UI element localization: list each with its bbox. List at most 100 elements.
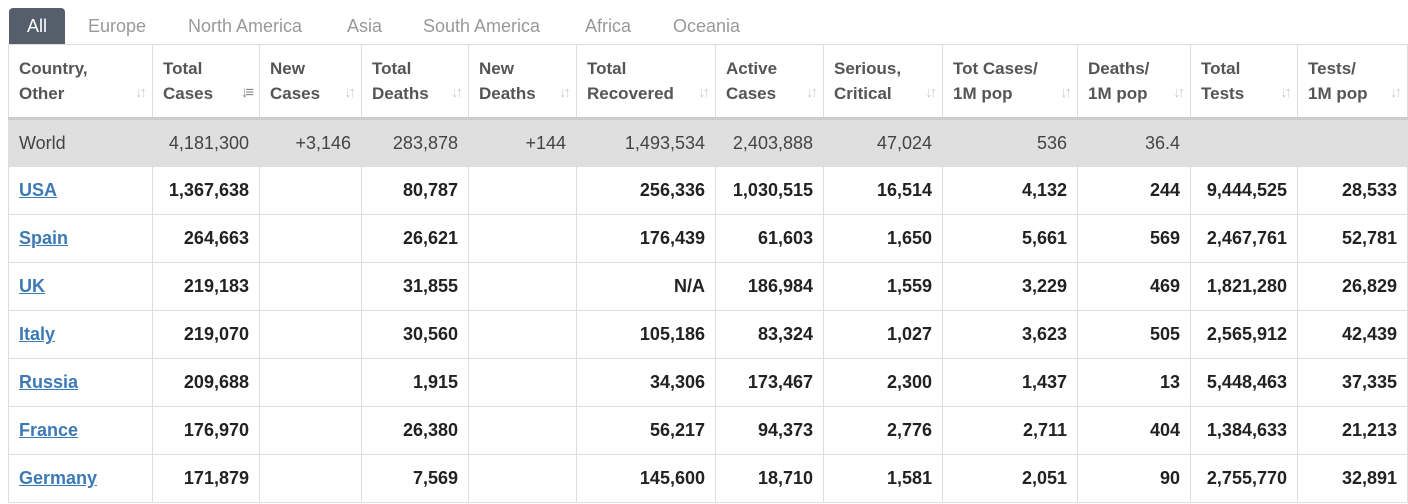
cell-total-tests: 5,448,463 — [1190, 358, 1298, 407]
sort-arrows-icon[interactable]: ↓↑ — [698, 84, 710, 101]
cell-serious-critical: 16,514 — [823, 166, 943, 215]
cell-country: France — [8, 406, 153, 455]
tab-south-america[interactable]: South America — [423, 16, 541, 36]
column-header-total-recovered[interactable]: Total Recovered ↓↑ — [576, 44, 716, 120]
tab-asia[interactable]: Asia — [347, 16, 383, 36]
cell-tests-per-1m — [1297, 118, 1408, 167]
cell-country: Russia — [8, 358, 153, 407]
column-header-new-cases[interactable]: New Cases ↓↑ — [259, 44, 362, 120]
tab-africa[interactable]: Africa — [585, 16, 632, 36]
column-header-total-tests[interactable]: Total Tests ↓↑ — [1190, 44, 1298, 120]
column-header-total-deaths[interactable]: Total Deaths ↓↑ — [361, 44, 469, 120]
column-header-label: Country, Other — [19, 56, 142, 106]
tab-europe[interactable]: Europe — [88, 16, 147, 36]
cell-total-deaths: 31,855 — [361, 262, 469, 311]
tab-oceania[interactable]: Oceania — [673, 16, 741, 36]
column-header-tot-cases-per-1m[interactable]: Tot Cases/1M pop ↓↑ — [942, 44, 1078, 120]
cell-total-deaths: 30,560 — [361, 310, 469, 359]
cell-new-deaths — [468, 358, 577, 407]
table-row: Russia 209,688 1,915 34,306 173,467 2,300 1,43… — [8, 358, 1408, 407]
column-header-serious-critical[interactable]: Serious, Critical ↓↑ — [823, 44, 943, 120]
cell-total-recovered: N/A — [576, 262, 716, 311]
sort-arrows-icon[interactable]: ↓↑ — [925, 84, 937, 101]
country-link[interactable]: USA — [19, 180, 58, 200]
column-header-tests-per-1m[interactable]: Tests/1M pop ↓↑ — [1297, 44, 1408, 120]
sort-arrows-icon[interactable]: ↓↑ — [1390, 84, 1402, 101]
column-header-label: Total Deaths — [372, 56, 458, 106]
cell-new-deaths — [468, 214, 577, 263]
cell-total-tests: 2,467,761 — [1190, 214, 1298, 263]
column-header-label: Active Cases — [726, 56, 813, 106]
country-link[interactable]: Germany — [19, 468, 98, 488]
cell-tot-cases-per-1m: 4,132 — [942, 166, 1078, 215]
sort-arrows-icon[interactable]: ↓≡ — [240, 84, 254, 101]
tab-all[interactable]: All — [9, 8, 65, 44]
header-line-1: Active — [726, 59, 778, 78]
column-header-new-deaths[interactable]: New Deaths ↓↑ — [468, 44, 577, 120]
column-header-total-cases[interactable]: Total Cases ↓≡ — [152, 44, 260, 120]
sort-arrows-icon[interactable]: ↓↑ — [135, 84, 147, 101]
column-header-label: Tests/1M pop — [1308, 56, 1397, 106]
cell-tot-cases-per-1m: 3,623 — [942, 310, 1078, 359]
cell-new-deaths: +144 — [468, 118, 577, 167]
cell-new-cases — [259, 310, 362, 359]
cell-serious-critical: 1,581 — [823, 454, 943, 503]
sort-arrows-icon[interactable]: ↓↑ — [806, 84, 818, 101]
sort-arrows-icon[interactable]: ↓↑ — [559, 84, 571, 101]
cell-total-recovered: 1,493,534 — [576, 118, 716, 167]
cell-tot-cases-per-1m: 1,437 — [942, 358, 1078, 407]
cell-deaths-per-1m: 569 — [1077, 214, 1191, 263]
cell-active-cases: 186,984 — [715, 262, 824, 311]
sort-arrows-icon[interactable]: ↓↑ — [344, 84, 356, 101]
cell-serious-critical: 2,300 — [823, 358, 943, 407]
cell-total-deaths: 283,878 — [361, 118, 469, 167]
covid-stats-table: Country, Other ↓↑ Total Cases ↓≡ New Cases ↓↑ Tot… — [8, 44, 1408, 503]
column-header-country[interactable]: Country, Other ↓↑ — [8, 44, 153, 120]
cell-new-deaths — [468, 166, 577, 215]
cell-new-cases: +3,146 — [259, 118, 362, 167]
cell-tests-per-1m: 52,781 — [1297, 214, 1408, 263]
header-line-2: 1M pop — [1088, 84, 1148, 103]
header-line-1: Deaths/ — [1088, 59, 1150, 78]
cell-active-cases: 2,403,888 — [715, 118, 824, 167]
cell-total-cases: 209,688 — [152, 358, 260, 407]
cell-total-recovered: 56,217 — [576, 406, 716, 455]
cell-tot-cases-per-1m: 5,661 — [942, 214, 1078, 263]
cell-tot-cases-per-1m: 2,711 — [942, 406, 1078, 455]
cell-tests-per-1m: 37,335 — [1297, 358, 1408, 407]
cell-total-recovered: 176,439 — [576, 214, 716, 263]
cell-country: UK — [8, 262, 153, 311]
cell-tot-cases-per-1m: 536 — [942, 118, 1078, 167]
sort-arrows-icon[interactable]: ↓↑ — [451, 84, 463, 101]
sort-arrows-icon[interactable]: ↓↑ — [1280, 84, 1292, 101]
cell-serious-critical: 2,776 — [823, 406, 943, 455]
cell-total-deaths: 7,569 — [361, 454, 469, 503]
sort-arrows-icon[interactable]: ↓↑ — [1173, 84, 1185, 101]
sort-arrows-icon[interactable]: ↓↑ — [1060, 84, 1072, 101]
cell-country: USA — [8, 166, 153, 215]
country-link[interactable]: Spain — [19, 228, 69, 248]
cell-total-cases: 219,070 — [152, 310, 260, 359]
cell-tests-per-1m: 42,439 — [1297, 310, 1408, 359]
cell-total-cases: 264,663 — [152, 214, 260, 263]
country-link[interactable]: Italy — [19, 324, 56, 344]
cell-total-recovered: 256,336 — [576, 166, 716, 215]
tab-north-america[interactable]: North America — [188, 16, 303, 36]
table-row: Germany 171,879 7,569 145,600 18,710 1,581 2,0… — [8, 454, 1408, 503]
column-header-deaths-per-1m[interactable]: Deaths/1M pop ↓↑ — [1077, 44, 1191, 120]
region-tabs: All Europe North America Asia South Amer… — [0, 0, 1408, 44]
header-line-2: Cases — [726, 84, 777, 103]
cell-serious-critical: 47,024 — [823, 118, 943, 167]
table-row: Spain 264,663 26,621 176,439 61,603 1,650 5,66… — [8, 214, 1408, 263]
cell-total-tests: 1,821,280 — [1190, 262, 1298, 311]
cell-active-cases: 61,603 — [715, 214, 824, 263]
country-link[interactable]: UK — [19, 276, 45, 296]
country-link[interactable]: France — [19, 420, 79, 440]
country-link[interactable]: Russia — [19, 372, 79, 392]
header-line-1: Total — [587, 59, 627, 78]
column-header-active-cases[interactable]: Active Cases ↓↑ — [715, 44, 824, 120]
world-total-row: World 4,181,300 +3,146 283,878 +144 1,493,534… — [8, 118, 1408, 167]
cell-total-recovered: 105,186 — [576, 310, 716, 359]
cell-new-cases — [259, 214, 362, 263]
cell-new-deaths — [468, 262, 577, 311]
